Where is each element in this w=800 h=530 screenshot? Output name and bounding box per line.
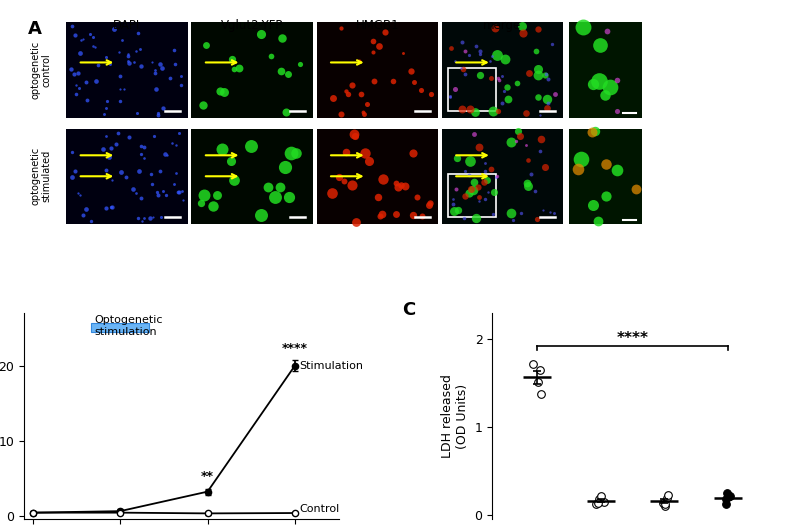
Text: C: C [402, 301, 416, 319]
Text: merge: merge [483, 19, 522, 32]
Bar [317, 22, 438, 118]
Bar [317, 129, 438, 224]
Bar [91, 323, 150, 332]
Text: Stimulation: Stimulation [299, 360, 363, 370]
Bar [442, 22, 563, 118]
Text: A: A [28, 20, 42, 38]
Bar [448, 68, 495, 111]
Text: optogenetic
control: optogenetic control [30, 41, 52, 99]
Bar [66, 22, 187, 118]
Bar [191, 22, 313, 118]
Text: Vglut2-YFP: Vglut2-YFP [221, 19, 283, 32]
Text: HMGB1: HMGB1 [355, 19, 399, 32]
Bar [191, 129, 313, 224]
Bar [66, 129, 187, 224]
Text: Control: Control [299, 504, 340, 514]
Bar [442, 129, 563, 224]
Bar [570, 129, 642, 224]
Bar [570, 22, 642, 118]
Text: Optogenetic
stimulation: Optogenetic stimulation [94, 314, 162, 337]
Text: ****: **** [282, 342, 308, 355]
Text: DAPI: DAPI [114, 19, 141, 32]
Y-axis label: LDH released
(OD Units): LDH released (OD Units) [441, 374, 469, 458]
Text: **: ** [201, 470, 214, 483]
Bar [448, 174, 495, 217]
Text: optogenetic
stimulated: optogenetic stimulated [30, 147, 52, 206]
Text: ****: **** [617, 331, 649, 346]
